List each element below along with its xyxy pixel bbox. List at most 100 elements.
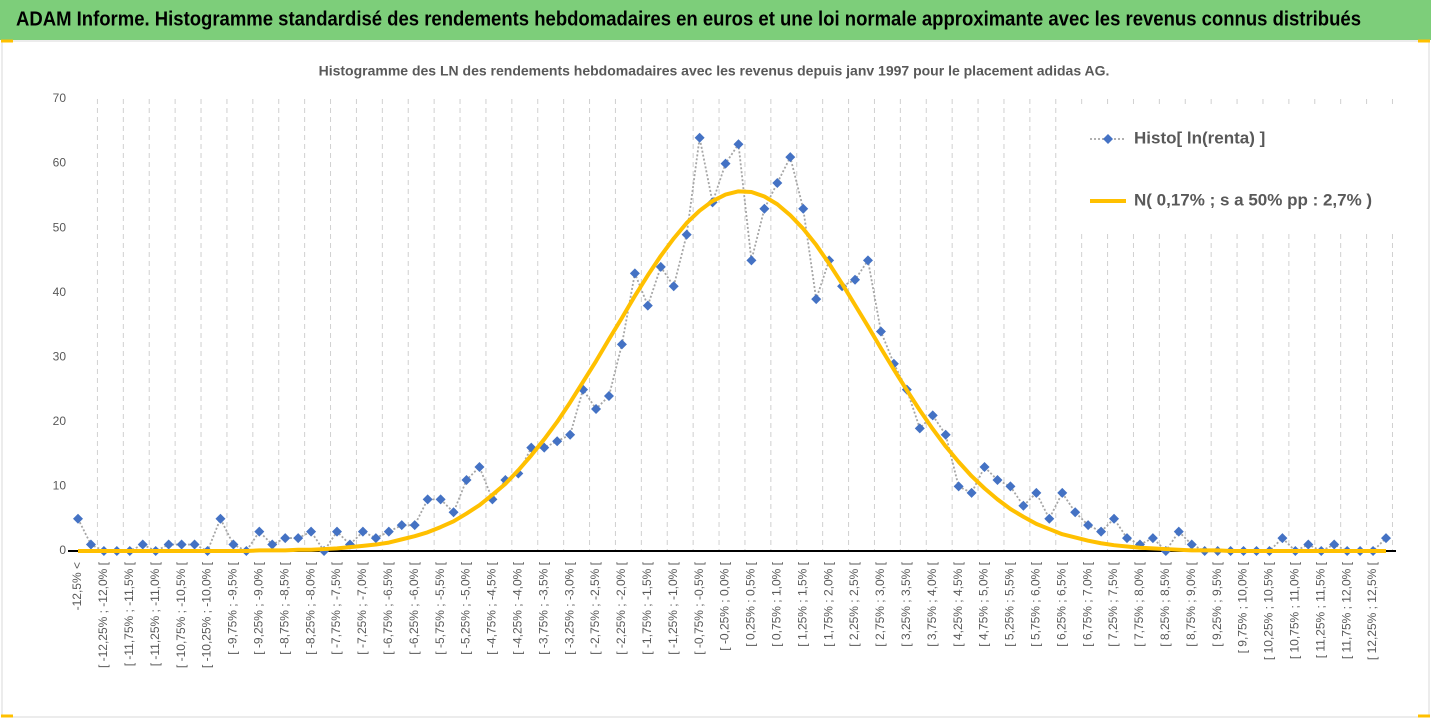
data-point <box>629 268 640 279</box>
data-point <box>1031 487 1042 498</box>
data-point <box>759 203 770 214</box>
data-point <box>1070 507 1081 518</box>
data-point <box>461 474 472 485</box>
legend-label: Histo[ ln(renta) ] <box>1134 128 1265 147</box>
chart-frame <box>1 40 1430 718</box>
data-point <box>966 487 977 498</box>
data-point <box>176 539 187 550</box>
data-point <box>1277 533 1288 544</box>
corner-marks <box>1 39 1430 718</box>
data-point <box>1083 520 1094 531</box>
data-point <box>1096 526 1107 537</box>
x-tick-label: [ -3,75% ; -3,5% [ <box>536 561 550 654</box>
data-point <box>1173 526 1184 537</box>
x-tick-label: -12,5% < <box>70 562 84 610</box>
data-point <box>733 139 744 150</box>
data-point <box>422 494 433 505</box>
x-tick-label: [ 11,75% ; 12,0% [ <box>1339 561 1353 659</box>
data-point <box>785 152 796 163</box>
data-point <box>591 403 602 414</box>
x-tick-label: [ -3,25% ; -3,0% [ <box>562 561 576 654</box>
data-point <box>474 462 485 473</box>
x-tick-label: [ 8,25% ; 8,5% [ <box>1158 561 1172 646</box>
data-point <box>953 481 964 492</box>
data-point <box>694 132 705 143</box>
data-point <box>798 203 809 214</box>
data-point <box>357 526 368 537</box>
x-tick-label: [ -2,75% ; -2,5% [ <box>588 561 602 654</box>
data-point <box>668 281 679 292</box>
x-tick-label: [ 4,25% ; 4,5% [ <box>951 561 965 646</box>
x-tick-label: [ 9,75% ; 10,0% [ <box>1236 561 1250 653</box>
data-point <box>992 474 1003 485</box>
data-point <box>1329 539 1340 550</box>
data-point <box>603 391 614 402</box>
data-point <box>940 429 951 440</box>
x-tick-label: [ -11,75% ; -11,5% [ <box>122 561 136 666</box>
data-point <box>655 261 666 272</box>
x-tick-label: [ -11,25% ; -11,0% [ <box>148 561 162 666</box>
data-point <box>1147 533 1158 544</box>
x-tick-label: [ -9,75% ; -9,5% [ <box>226 561 240 654</box>
x-tick-label: [ 2,25% ; 2,5% [ <box>847 561 861 646</box>
x-tick-label: [ -2,25% ; -2,0% [ <box>614 561 628 654</box>
y-tick-label: 40 <box>53 285 67 299</box>
y-tick-label: 20 <box>53 414 67 428</box>
y-tick-label: 0 <box>59 543 66 557</box>
x-tick-label: [ 0,75% ; 1,0% [ <box>769 561 783 646</box>
data-point <box>1005 481 1016 492</box>
data-point <box>448 507 459 518</box>
data-point <box>862 255 873 266</box>
x-tick-label: [ 1,75% ; 2,0% [ <box>821 561 835 646</box>
x-tick-label: [ -1,25% ; -1,0% [ <box>666 561 680 654</box>
x-tick-label: [ 2,75% ; 3,0% [ <box>873 561 887 646</box>
x-tick-label: [ -6,75% ; -6,5% [ <box>381 561 395 654</box>
y-tick-label: 30 <box>53 349 67 363</box>
x-tick-label: [ 8,75% ; 9,0% [ <box>1184 561 1198 646</box>
data-point <box>215 513 226 524</box>
x-tick-label: [ 9,25% ; 9,5% [ <box>1210 561 1224 646</box>
data-point <box>163 539 174 550</box>
x-tick-label: [ -12,25% ; -12,0% [ <box>96 561 110 668</box>
data-point <box>435 494 446 505</box>
header-band <box>0 0 1431 40</box>
data-point <box>914 423 925 434</box>
x-tick-label: [ 3,75% ; 4,0% [ <box>925 561 939 646</box>
x-tick-label: [ 5,75% ; 6,0% [ <box>1029 561 1043 646</box>
legend-label: N( 0,17% ; s a 50% pp : 2,7% ) <box>1134 190 1372 209</box>
data-point <box>720 158 731 169</box>
data-point <box>396 520 407 531</box>
data-point <box>811 294 822 305</box>
y-tick-label: 70 <box>53 91 67 105</box>
y-tick-label: 60 <box>53 156 67 170</box>
data-point <box>267 539 278 550</box>
data-point <box>332 526 343 537</box>
x-tick-label: [ -0,75% ; -0,5% [ <box>692 561 706 654</box>
data-point <box>681 229 692 240</box>
data-point <box>189 539 200 550</box>
x-tick-label: [ 11,25% ; 11,5% [ <box>1313 561 1327 658</box>
data-point <box>1057 487 1068 498</box>
x-tick-label: [ -0,25% ; 0,0% [ <box>718 561 732 650</box>
x-tick-label: [ -7,75% ; -7,5% [ <box>329 561 343 654</box>
x-tick-label: [ 10,75% ; 11,0% [ <box>1288 561 1302 659</box>
legend-box <box>1058 108 1400 232</box>
data-point <box>927 410 938 421</box>
x-tick-label: [ -1,75% ; -1,5% [ <box>640 561 654 654</box>
x-tick-label: [ 3,25% ; 3,5% [ <box>899 561 913 646</box>
data-point <box>280 533 291 544</box>
data-point <box>383 526 394 537</box>
normal-curve <box>78 189 1386 553</box>
data-point <box>1186 539 1197 550</box>
data-point <box>409 520 420 531</box>
x-tick-label: [ -9,25% ; -9,0% [ <box>251 561 265 654</box>
data-point <box>1121 533 1132 544</box>
data-point <box>137 539 148 550</box>
x-tick-label: [ 12,25% ; 12,5% [ <box>1365 561 1379 660</box>
data-point <box>1303 539 1314 550</box>
x-tick-label: [ -6,25% ; -6,0% [ <box>407 561 421 654</box>
data-point <box>85 539 96 550</box>
y-tick-label: 10 <box>53 479 67 493</box>
